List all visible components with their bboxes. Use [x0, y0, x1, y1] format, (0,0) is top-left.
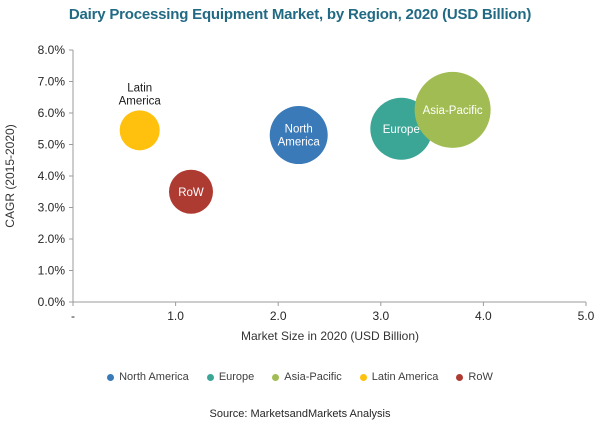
legend-swatch-row	[456, 373, 464, 381]
bubble-latin-america	[119, 110, 160, 151]
chart-legend: North America Europe Asia-Pacific Latin Ame…	[0, 371, 600, 383]
x-tick-label: 5.0	[578, 309, 595, 323]
y-tick-label: 6.0%	[38, 106, 66, 120]
x-tick-label: -	[71, 309, 75, 323]
y-axis-title: CAGR (2015-2020)	[3, 124, 17, 227]
bubble-label-line: America	[278, 137, 321, 149]
y-tick-label: 8.0%	[38, 43, 66, 57]
legend-item-asia-pacific: Asia-Pacific	[272, 371, 342, 383]
legend-label-row: RoW	[468, 371, 493, 383]
legend-swatch-north-america	[107, 373, 115, 381]
bubble-label-latin-america: Latin America	[119, 82, 162, 107]
y-tick-label: 3.0%	[38, 201, 66, 215]
legend-label-north-america: North America	[119, 371, 189, 383]
y-tick-label: 4.0%	[38, 169, 66, 183]
legend-item-latin-america: Latin America	[359, 371, 439, 383]
bubble-label-line: North	[285, 124, 313, 136]
y-tick-label: 0.0%	[38, 295, 66, 309]
legend-item-europe: Europe	[206, 371, 255, 383]
bubble-label-north-america: North America	[278, 124, 321, 149]
legend-label-latin-america: Latin America	[371, 371, 439, 383]
bubble-label-line: Europe	[383, 124, 420, 136]
legend-label-europe: Europe	[218, 371, 255, 383]
legend-label-asia-pacific: Asia-Pacific	[284, 371, 342, 383]
y-tick-label: 1.0%	[38, 264, 66, 278]
y-tick-label: 2.0%	[38, 232, 66, 246]
x-tick-label: 2.0	[270, 309, 287, 323]
bubble-label-asia-pacific: Asia-Pacific	[423, 105, 483, 117]
y-tick-label: 7.0%	[38, 75, 66, 89]
bubble-label-line: RoW	[178, 187, 204, 199]
bubble-label-row: RoW	[178, 187, 204, 199]
legend-swatch-latin-america	[359, 373, 367, 381]
chart-title: Dairy Processing Equipment Market, by Re…	[68, 6, 532, 23]
legend-item-north-america: North America	[107, 371, 189, 383]
bubble-label-line: Latin	[127, 82, 152, 94]
bubble-asia-pacific	[414, 71, 491, 148]
bubble-label-europe: Europe	[383, 124, 420, 136]
bubble-north-america	[269, 106, 328, 165]
legend-swatch-asia-pacific	[272, 373, 280, 381]
bubble-label-line: Asia-Pacific	[423, 105, 483, 117]
bubble-label-line: America	[119, 95, 162, 107]
y-tick-label: 5.0%	[38, 138, 66, 152]
x-axis-title: Market Size in 2020 (USD Billion)	[241, 329, 419, 343]
x-tick-label: 3.0	[372, 309, 389, 323]
x-tick-label: 4.0	[475, 309, 492, 323]
source-note: Source: MarketsandMarkets Analysis	[209, 408, 391, 420]
axes-layer: 0.0% 1.0% 2.0% 3.0% 4.0% 5.0% 6.0% 7.0% 8.0% - 1.0…	[38, 43, 595, 323]
legend-item-row: RoW	[456, 371, 493, 383]
legend-swatch-europe	[206, 373, 214, 381]
bubble-row	[168, 169, 213, 214]
x-tick-label: 1.0	[167, 309, 184, 323]
